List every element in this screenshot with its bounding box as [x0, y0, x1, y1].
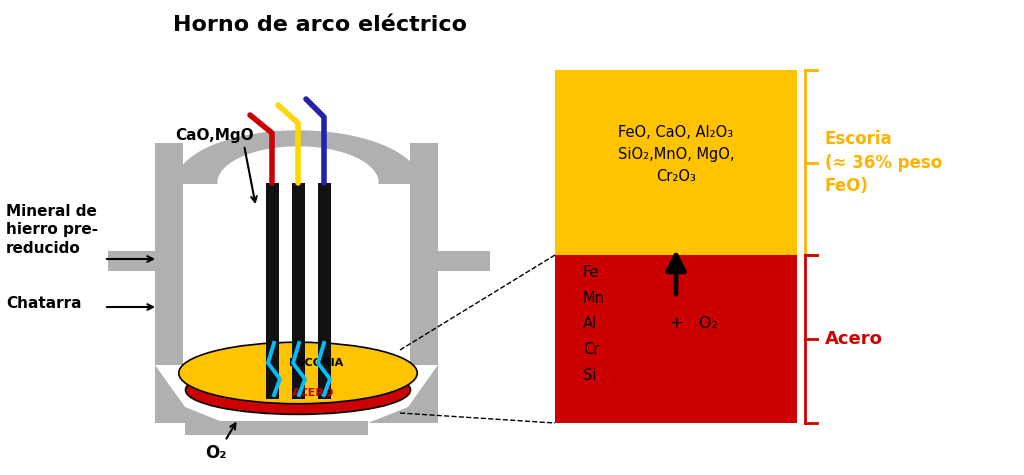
FancyBboxPatch shape [555, 70, 797, 255]
Text: Chatarra: Chatarra [6, 295, 82, 311]
Text: ESCORIA: ESCORIA [289, 358, 343, 368]
FancyBboxPatch shape [438, 251, 490, 271]
FancyBboxPatch shape [410, 143, 438, 185]
Polygon shape [368, 365, 438, 423]
Text: ACERO: ACERO [292, 388, 334, 398]
FancyBboxPatch shape [155, 143, 183, 185]
Text: +   O₂: + O₂ [670, 316, 718, 332]
FancyBboxPatch shape [108, 251, 158, 271]
FancyBboxPatch shape [185, 421, 368, 435]
Text: O₂: O₂ [205, 444, 226, 462]
FancyBboxPatch shape [317, 183, 331, 399]
Text: FeO, CaO, Al₂O₃
SiO₂,MnO, MgO,
Cr₂O₃: FeO, CaO, Al₂O₃ SiO₂,MnO, MgO, Cr₂O₃ [617, 125, 734, 184]
Text: Horno de arco eléctrico: Horno de arco eléctrico [173, 15, 467, 35]
Text: Mineral de
hierro pre-
reducido: Mineral de hierro pre- reducido [6, 204, 98, 256]
Text: CaO,MgO: CaO,MgO [176, 128, 254, 143]
Polygon shape [218, 147, 378, 183]
FancyBboxPatch shape [555, 255, 797, 423]
FancyBboxPatch shape [330, 421, 368, 435]
FancyBboxPatch shape [410, 180, 438, 365]
Polygon shape [176, 131, 420, 183]
FancyBboxPatch shape [155, 180, 183, 365]
FancyBboxPatch shape [265, 183, 279, 399]
Text: Fe
Mn
Al
Cr
Si: Fe Mn Al Cr Si [583, 265, 605, 383]
Polygon shape [155, 365, 225, 423]
Ellipse shape [179, 342, 417, 404]
Text: Escoria
(≈ 36% peso
FeO): Escoria (≈ 36% peso FeO) [825, 130, 942, 195]
Ellipse shape [185, 366, 411, 414]
Text: Acero: Acero [825, 330, 883, 348]
FancyBboxPatch shape [292, 183, 304, 399]
